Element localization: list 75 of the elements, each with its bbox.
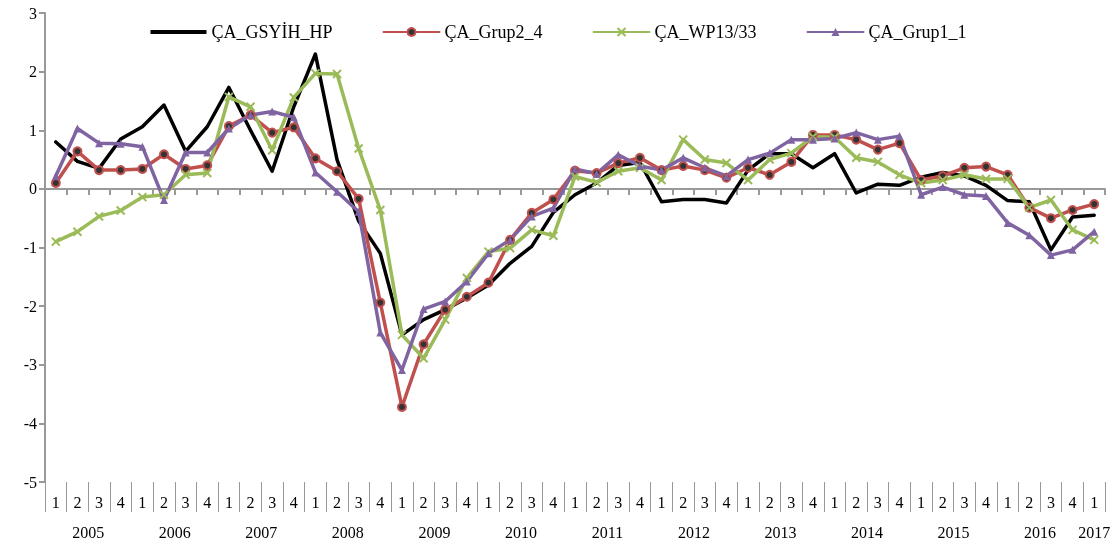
y-tick-label: 3 — [29, 4, 37, 22]
x-tick-label: 3 — [441, 493, 450, 511]
x-tick-label: 2 — [765, 493, 774, 511]
text: 2005 — [72, 523, 105, 541]
x-tick-label: 2 — [419, 493, 428, 511]
y-tick-label: -3 — [23, 356, 37, 374]
x-tick-label: 3 — [787, 493, 796, 511]
x-tick-label: 3 — [960, 493, 969, 511]
x-tick-label: 4 — [376, 493, 385, 511]
text: 2008 — [331, 523, 364, 541]
text: 2016 — [1024, 523, 1057, 541]
y-tick-label: -2 — [23, 297, 37, 315]
x-tick-label: 1 — [1003, 493, 1012, 511]
text: 2010 — [504, 523, 537, 541]
x-tick-label: 4 — [203, 493, 212, 511]
text: 2017 — [1078, 523, 1111, 541]
x-tick-label: 3 — [354, 493, 363, 511]
x-tick-label: 2 — [852, 493, 861, 511]
x-tick-label: 1 — [138, 493, 147, 511]
legend-label: ÇA_GSYİH_HP — [211, 22, 333, 42]
x-tick-label: 3 — [181, 493, 190, 511]
x-tick-label: 2 — [333, 493, 342, 511]
x-tick-label: 1 — [484, 493, 493, 511]
text: 2012 — [677, 523, 710, 541]
text: 2013 — [764, 523, 797, 541]
x-tick-label: 4 — [116, 493, 125, 511]
legend-label: ÇA_WP13/33 — [654, 22, 757, 42]
text: 2009 — [418, 523, 451, 541]
x-tick-label: 4 — [289, 493, 298, 511]
x-tick-label: 1 — [571, 493, 579, 511]
x-tick-label: 1 — [830, 493, 839, 511]
legend-label: ÇA_Grup2_4 — [444, 22, 543, 42]
x-tick-label: 2 — [938, 493, 947, 511]
y-tick-label: -1 — [23, 239, 37, 256]
y-tick-label: -5 — [23, 473, 37, 491]
x-tick-label: 4 — [808, 493, 817, 511]
x-tick-label: 4 — [722, 493, 731, 511]
x-tick-label: 3 — [700, 493, 709, 511]
x-tick-label: 4 — [1068, 493, 1077, 511]
text: 2014 — [851, 523, 884, 541]
x-tick-label: 1 — [224, 493, 233, 511]
x-tick-label: 3 — [95, 493, 104, 511]
x-tick-label: 3 — [873, 493, 882, 511]
x-tick-label: 3 — [268, 493, 277, 511]
x-tick-label: 2 — [506, 493, 515, 511]
x-tick-label: 2 — [246, 493, 255, 511]
x-tick-label: 2 — [73, 493, 82, 511]
x-tick-label: 1 — [657, 493, 666, 511]
text: 2007 — [245, 523, 278, 541]
y-tick-label: 1 — [29, 121, 37, 139]
x-tick-label: 1 — [397, 493, 406, 511]
text: 2006 — [158, 523, 191, 541]
x-tick-label: 1 — [917, 493, 926, 511]
x-tick-label: 1 — [311, 493, 320, 511]
x-tick-label: 1 — [744, 493, 753, 511]
x-tick-label: 1 — [1090, 493, 1099, 511]
x-tick-label: 2 — [1025, 493, 1034, 511]
x-tick-label: 4 — [549, 493, 558, 511]
x-tick-label: 3 — [614, 493, 623, 511]
x-tick-label: 1 — [51, 493, 60, 511]
y-tick-label: -4 — [23, 414, 37, 432]
x-tick-label: 4 — [895, 493, 904, 511]
x-tick-label: 3 — [527, 493, 536, 511]
x-tick-label: 2 — [592, 493, 601, 511]
y-tick-label: 0 — [29, 180, 37, 198]
text: 2015 — [937, 523, 970, 541]
x-tick-label: 2 — [679, 493, 688, 511]
y-tick-label: 2 — [29, 63, 37, 81]
x-tick-label: 4 — [635, 493, 644, 511]
legend-label: ÇA_Grup1_1 — [868, 22, 967, 42]
x-tick-label: 4 — [462, 493, 471, 511]
x-tick-label: 2 — [159, 493, 168, 511]
x-tick-label: 3 — [1046, 493, 1055, 511]
x-tick-label: 4 — [982, 493, 991, 511]
text: 2011 — [591, 523, 624, 541]
